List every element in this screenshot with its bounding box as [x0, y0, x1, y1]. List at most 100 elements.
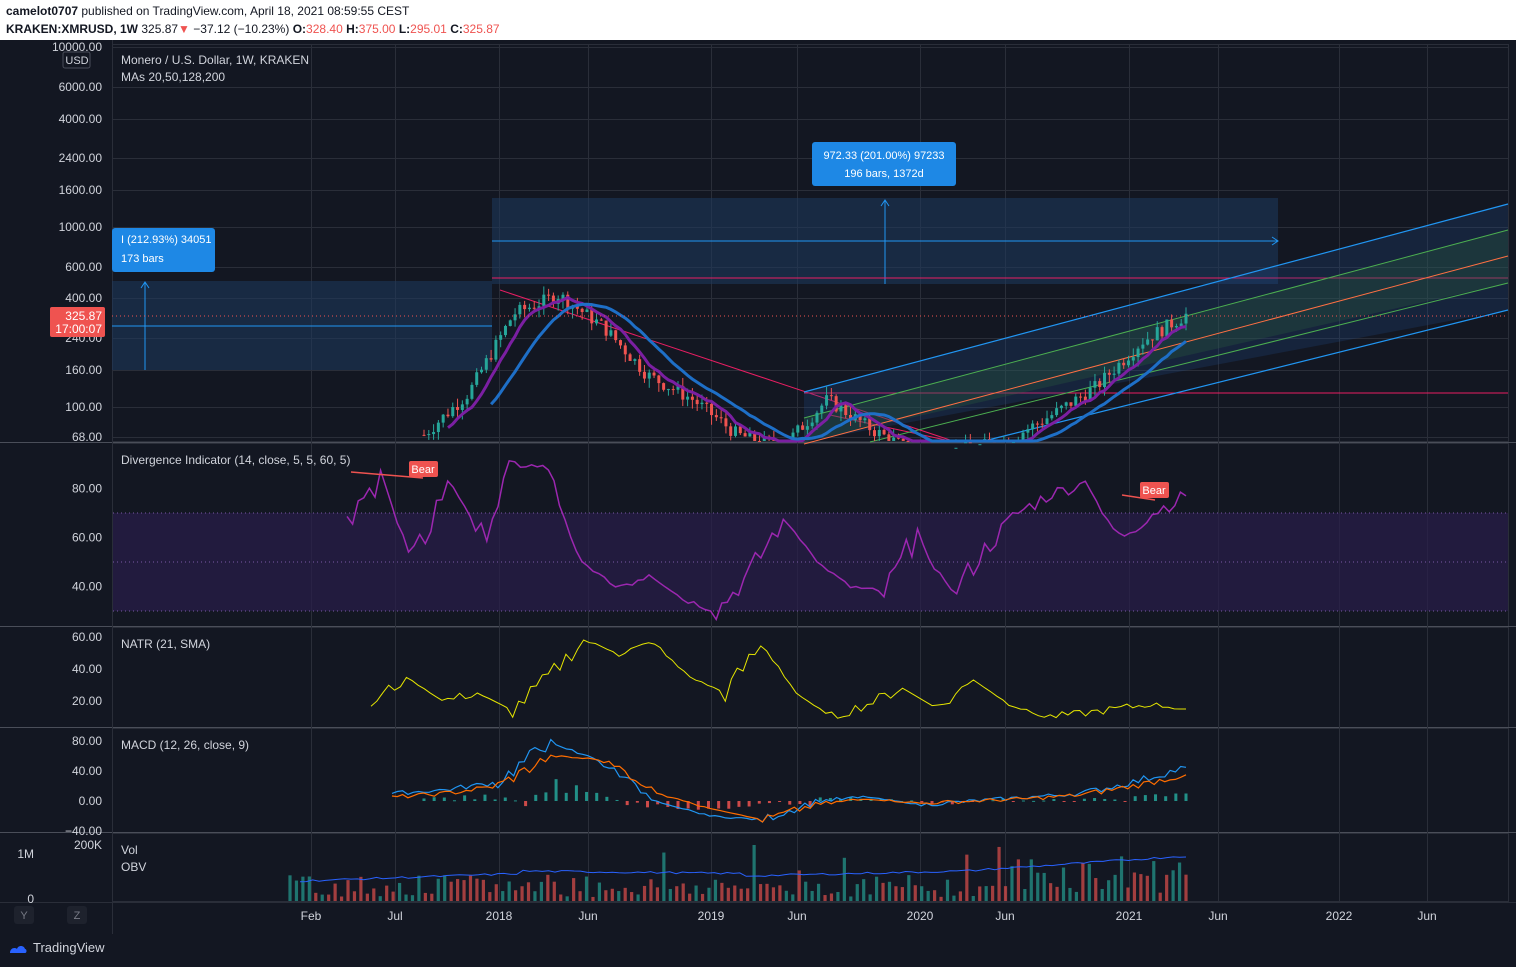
candle-body [1035, 423, 1039, 425]
natr-line[interactable] [370, 639, 1186, 719]
change-value: −37.12 (−10.23%) [193, 22, 290, 36]
volume-bar [294, 880, 299, 901]
natr-title[interactable]: NATR (21, SMA) [121, 637, 210, 651]
volume-bar [662, 852, 666, 901]
time-tick-label: Jun [1208, 909, 1227, 923]
candle-body [834, 396, 838, 412]
candle-body [1146, 339, 1150, 345]
channel-center [803, 255, 1509, 445]
log-scale-button[interactable] [14, 906, 34, 924]
macd-histogram-bar [605, 796, 609, 801]
natr-tick-label: 20.00 [72, 694, 102, 708]
channel-upper-mid [803, 229, 1509, 419]
candle-body [1165, 319, 1169, 337]
divergence-tick-label: 80.00 [72, 482, 102, 496]
candle-body [1098, 381, 1102, 388]
obv-label[interactable]: OBV [121, 860, 146, 874]
candle-body [671, 389, 675, 391]
macd-histogram-bar [1103, 798, 1107, 801]
volume-bar [1139, 874, 1143, 901]
macd-histogram-bar [808, 801, 812, 807]
candle-body [609, 330, 613, 336]
volume-bar [514, 890, 518, 901]
candle-body [1141, 344, 1145, 349]
candle-body [1126, 360, 1130, 366]
volume-bar [881, 882, 885, 901]
candle-body [465, 398, 469, 405]
macd-histogram-bar [1113, 799, 1117, 801]
signal-line[interactable] [391, 754, 1187, 823]
publish-header: camelot0707 published on TradingView.com… [0, 0, 1516, 40]
volume-bar [1055, 886, 1059, 901]
macd-histogram-bar [798, 801, 802, 805]
candle-body [595, 319, 599, 324]
currency-badge[interactable] [62, 51, 91, 69]
candle-body [427, 434, 431, 436]
volume-bar [339, 896, 344, 901]
y-button-label: Y [20, 910, 28, 922]
author-name[interactable]: camelot0707 [6, 4, 79, 18]
macd-histogram-bar [910, 800, 914, 802]
volume-bar [462, 880, 466, 901]
candle-body [599, 319, 603, 321]
price-tick-label: 1600.00 [59, 183, 103, 197]
candle-body [791, 432, 795, 441]
zoom-button[interactable] [67, 906, 87, 924]
volume-bar [700, 893, 705, 901]
low-label: L: [398, 22, 411, 36]
last-price: 325.87 [141, 22, 179, 36]
macd-tick-label: 80.00 [72, 734, 102, 748]
channel-lower-mid [869, 282, 1509, 443]
volume-bar [900, 887, 904, 901]
volume-bar [913, 885, 917, 901]
volume-bar [636, 894, 640, 901]
macd-histogram-bar [818, 797, 822, 801]
vol-label[interactable]: Vol [121, 843, 138, 857]
chart-area[interactable]: 10000.00 6000.00 4000.00 2400.00 1600.00 1000… [0, 40, 1516, 934]
volume-bar [443, 875, 447, 901]
candle-body [628, 354, 632, 361]
obv-line[interactable] [299, 856, 1187, 883]
bear-badge-2 [1140, 482, 1169, 498]
candle-body [647, 372, 651, 379]
ma-legend[interactable]: MAs 20,50,128,200 [121, 70, 225, 84]
bear-badge-1 [409, 461, 438, 477]
divergence-title[interactable]: Divergence Indicator (14, close, 5, 5, 6… [121, 453, 350, 467]
volume-bar [552, 881, 556, 901]
candle-body [1160, 327, 1164, 337]
volume-bar [430, 893, 434, 901]
candle-body [666, 389, 670, 391]
macd-histogram-bar [534, 794, 538, 801]
close-label: C: [450, 22, 463, 36]
volume-bar [1171, 870, 1175, 901]
candle-body [690, 396, 694, 400]
macd-histogram-bar [442, 797, 446, 801]
divergence-line[interactable] [346, 459, 1187, 622]
tradingview-logo-icon[interactable] [8, 942, 28, 956]
macd-histogram-bar [1011, 801, 1015, 802]
candle-body [719, 417, 723, 419]
volume-bar [739, 888, 743, 901]
volume-bar [1074, 891, 1079, 901]
macd-histogram-bar [524, 801, 528, 807]
volume-bar [952, 895, 956, 901]
natr-pane-frame [112, 627, 1509, 728]
volume-bar [784, 890, 788, 901]
main-pane-title[interactable]: Monero / U.S. Dollar, 1W, KRAKEN [121, 53, 309, 67]
time-tick-label: Jun [995, 909, 1014, 923]
volume-bar [604, 890, 608, 901]
macd-histogram-bar [676, 801, 680, 809]
volume-bar [778, 885, 782, 901]
candle-body [705, 402, 709, 404]
macd-title[interactable]: MACD (12, 26, close, 9) [121, 738, 249, 752]
candle-body [1122, 362, 1126, 366]
ma-20-line[interactable] [447, 295, 1187, 443]
volume-bar [804, 881, 808, 901]
brand-name[interactable]: TradingView [33, 940, 105, 955]
macd-histogram-bar [1032, 800, 1036, 802]
chart-canvas[interactable]: 10000.00 6000.00 4000.00 2400.00 1600.00 1000… [0, 40, 1516, 934]
volume-bar [726, 887, 730, 901]
ma-50-line[interactable] [489, 302, 1187, 443]
bear-label-2: Bear [1142, 485, 1166, 497]
macd-histogram-bar [1072, 801, 1076, 802]
